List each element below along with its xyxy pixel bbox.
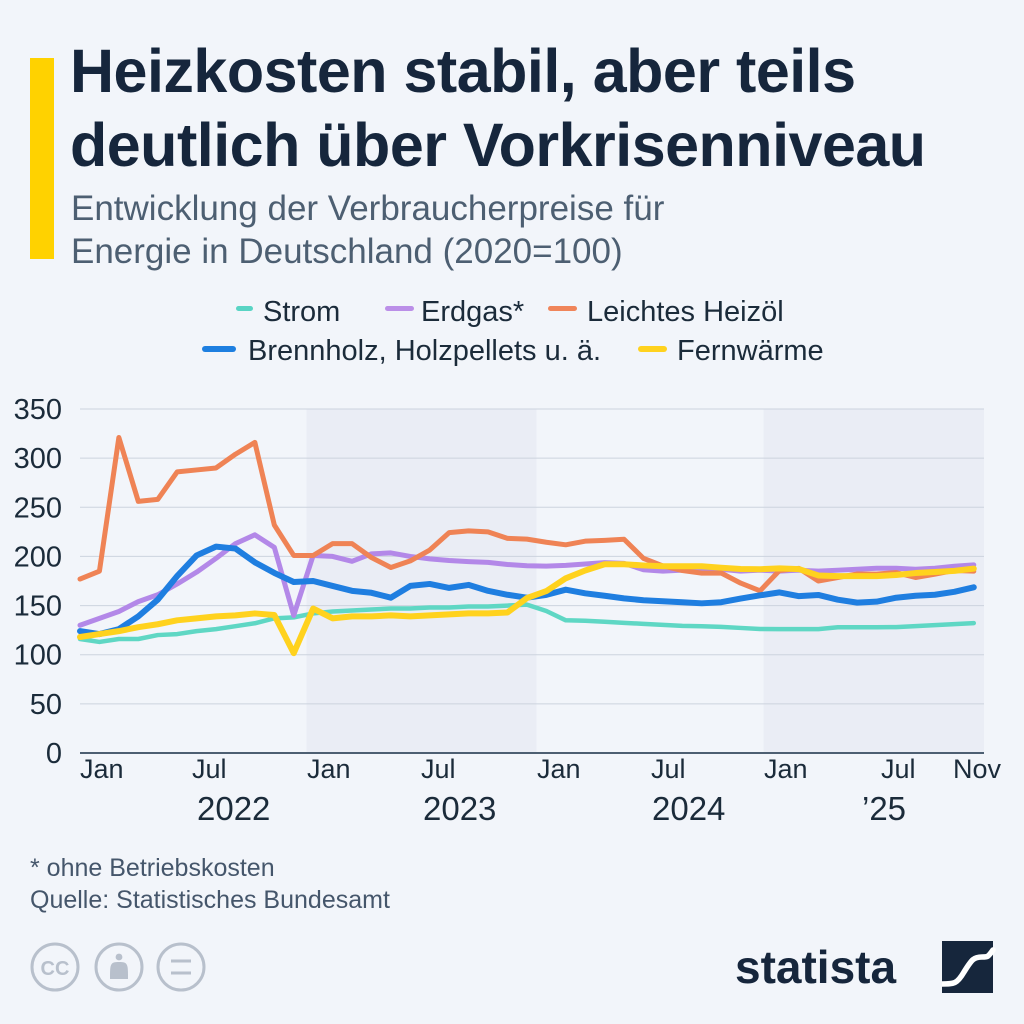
svg-text:CC: CC [41, 958, 70, 980]
